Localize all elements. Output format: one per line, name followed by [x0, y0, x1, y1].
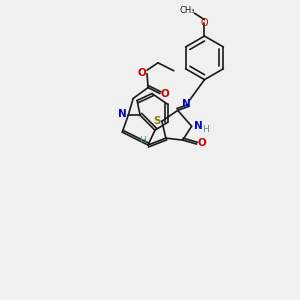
- Text: CH₃: CH₃: [180, 6, 195, 15]
- Text: O: O: [197, 138, 206, 148]
- Text: H: H: [139, 136, 145, 145]
- Text: H: H: [202, 125, 209, 134]
- Text: S: S: [153, 116, 161, 126]
- Text: O: O: [138, 68, 146, 78]
- Text: O: O: [160, 88, 169, 98]
- Text: N: N: [194, 121, 203, 131]
- Text: N: N: [118, 109, 127, 119]
- Text: N: N: [182, 99, 191, 110]
- Text: O: O: [201, 18, 208, 28]
